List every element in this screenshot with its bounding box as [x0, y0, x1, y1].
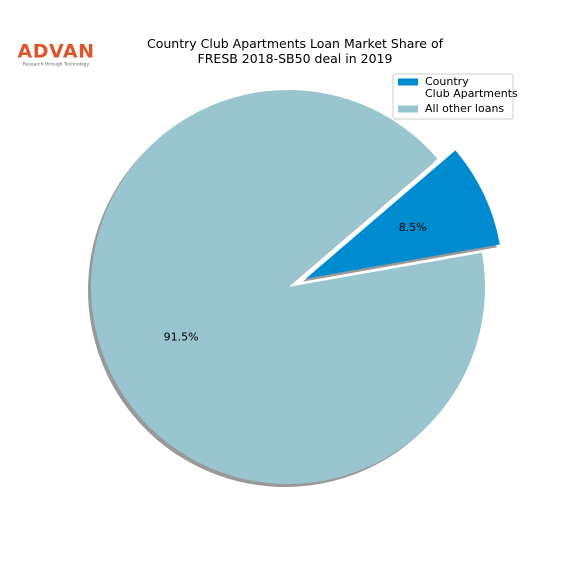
- legend-box: [392, 73, 514, 120]
- legend-swatch: [398, 105, 418, 113]
- logo-tagline: Research through Technology: [23, 62, 90, 68]
- pie: 8.5% 91.5%: [88, 90, 500, 488]
- slice-label: 8.5%: [399, 221, 427, 234]
- pie-slice: [91, 90, 486, 485]
- legend-swatch: [398, 78, 418, 86]
- legend: Country Club Apartments All other loans: [398, 75, 518, 115]
- logo-name: ADVAN: [18, 41, 95, 63]
- slice-label: 91.5%: [164, 331, 199, 344]
- legend-label: All other loans: [425, 102, 504, 115]
- chart-title: Country Club Apartments Loan Market Shar…: [147, 36, 444, 66]
- legend-label: Country Club Apartments: [425, 75, 518, 100]
- pie-slice: [305, 150, 500, 279]
